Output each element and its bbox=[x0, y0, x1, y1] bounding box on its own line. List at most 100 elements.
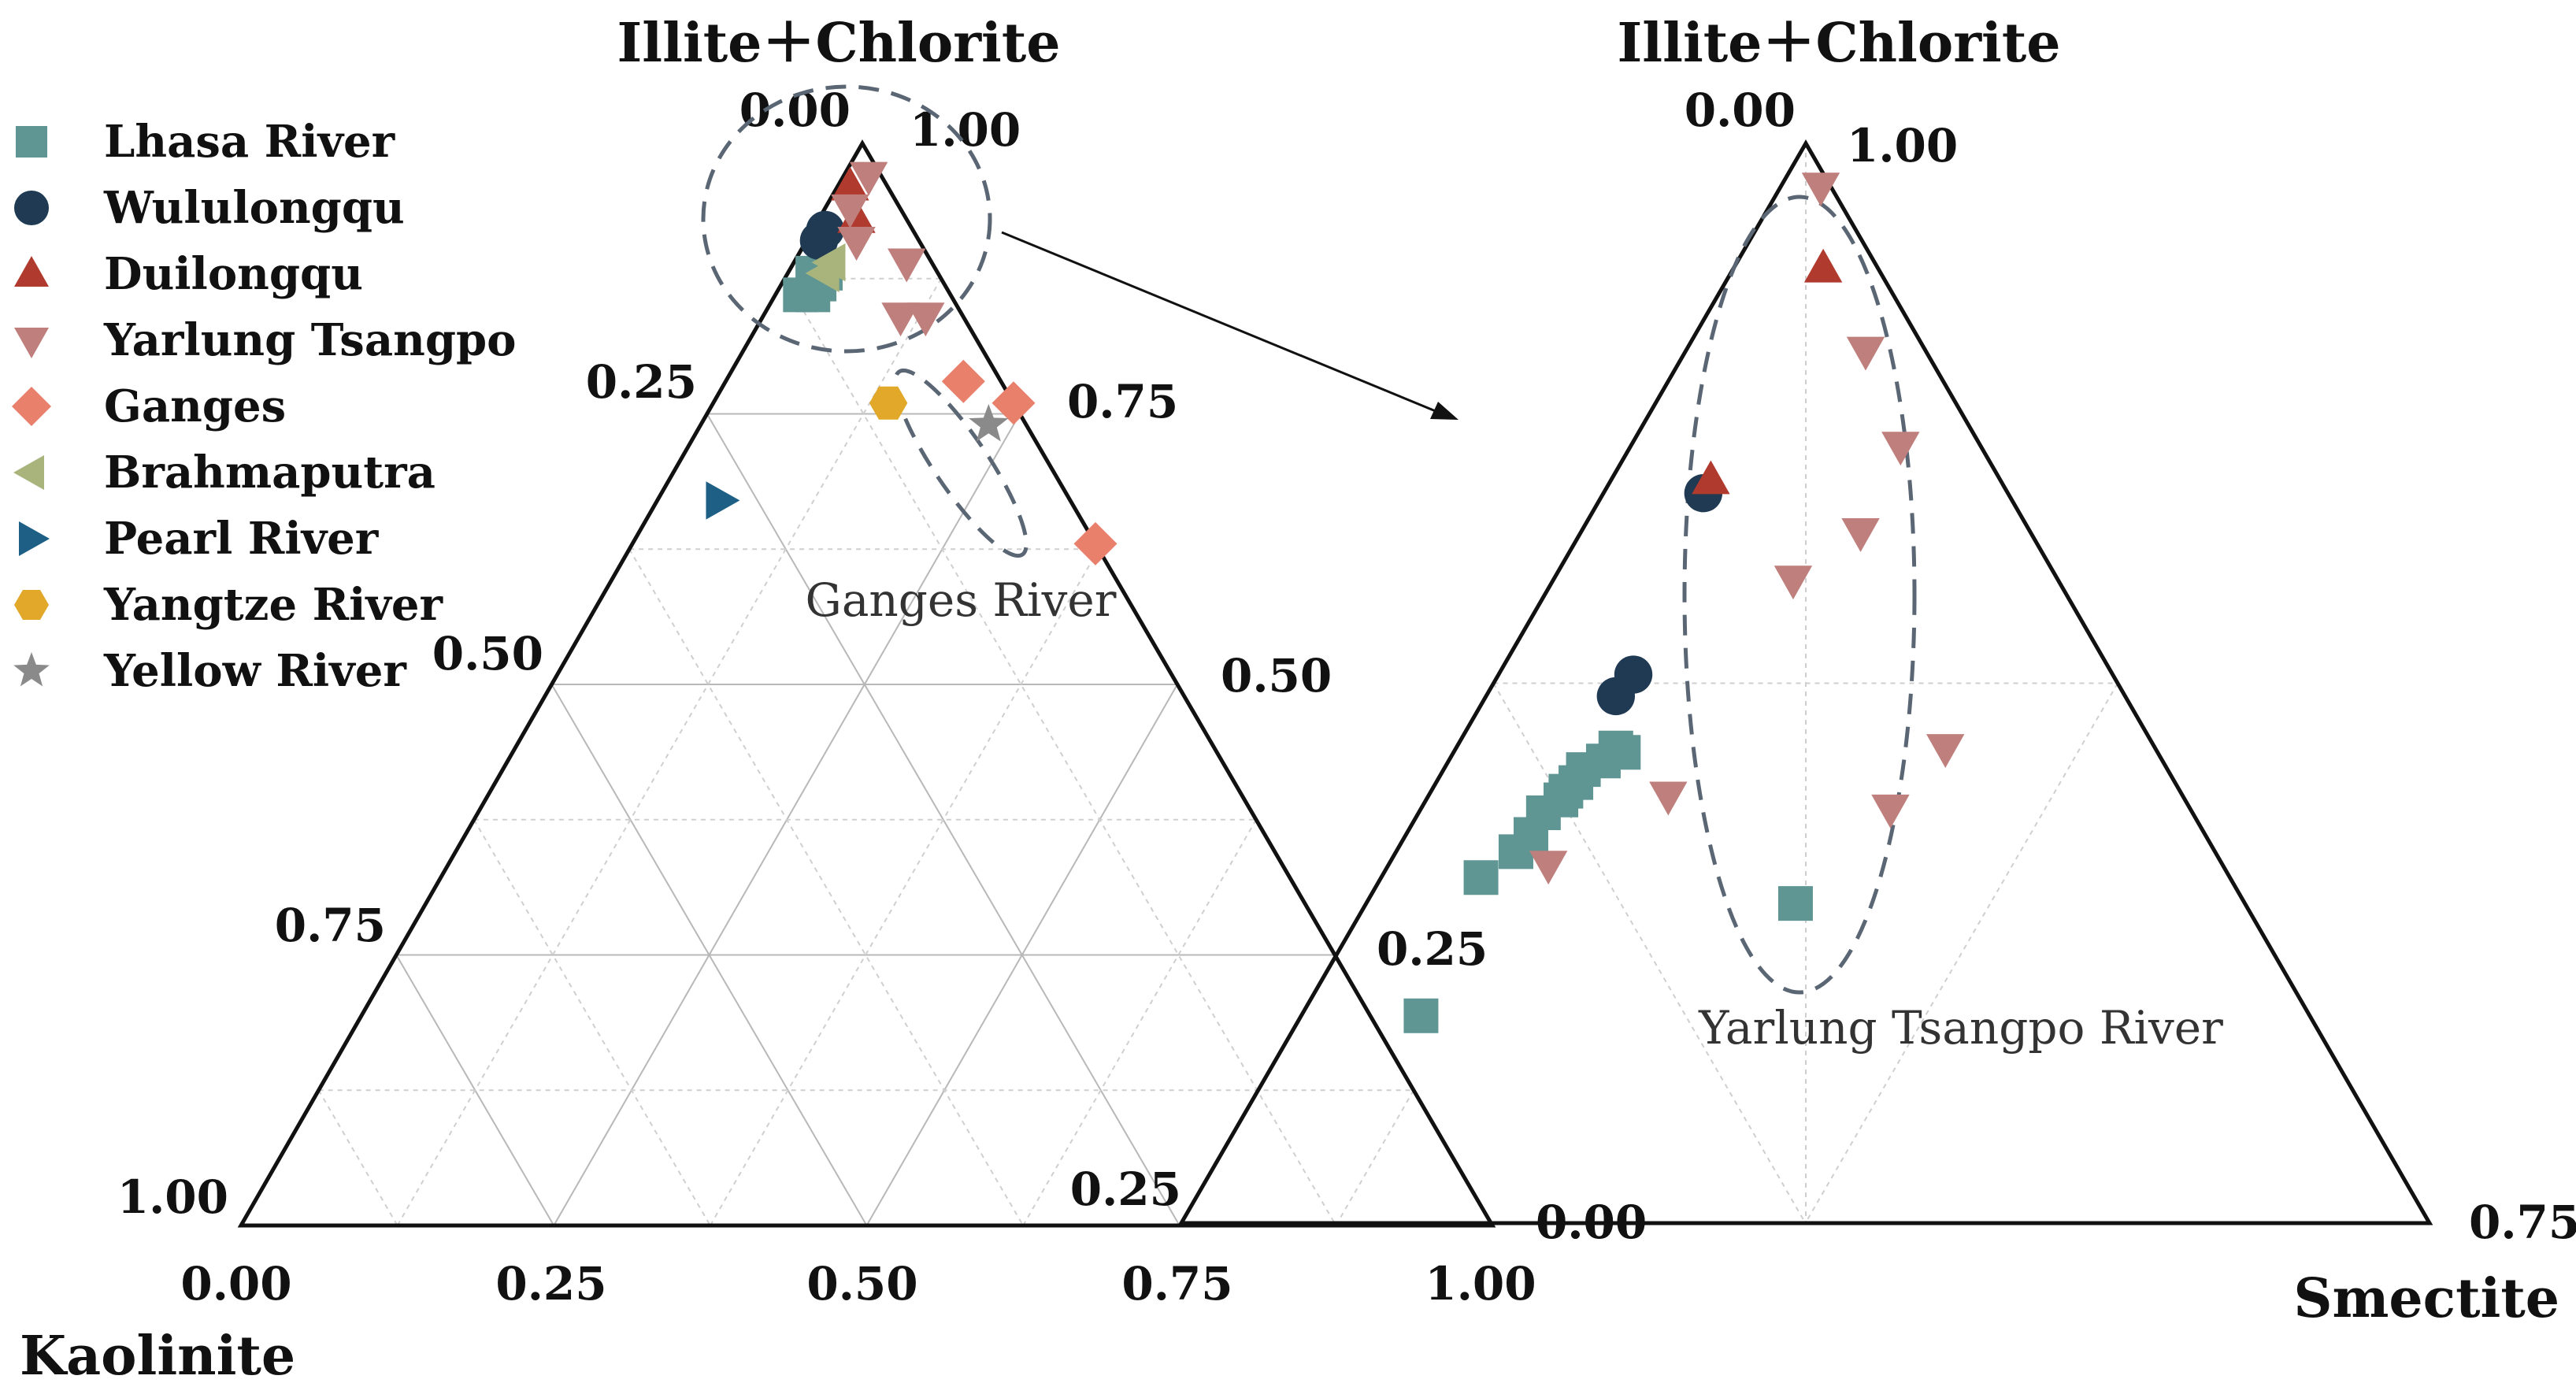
data-point-brahmaputra bbox=[805, 254, 840, 293]
zoom-ternary-points bbox=[1403, 172, 1965, 1033]
legend-label: Pearl River bbox=[104, 513, 380, 565]
zoom-data-point-duilongqu bbox=[1692, 460, 1730, 495]
data-point-ganges bbox=[1073, 521, 1118, 565]
data-point-wululongqu bbox=[799, 221, 839, 260]
zoom-data-point-yarlung-tsangpo bbox=[1801, 172, 1840, 207]
zoom-data-point-yarlung-tsangpo bbox=[1649, 781, 1688, 816]
top-cluster-ellipse bbox=[701, 84, 992, 354]
legend-label: Ganges bbox=[104, 380, 286, 432]
bottom-tick-1: 0.25 bbox=[495, 1257, 606, 1311]
right-axis-label: Smectite bbox=[2293, 1267, 2559, 1330]
left-tick-4: 1.00 bbox=[117, 1170, 228, 1224]
zoom-grid-line bbox=[1492, 682, 1807, 1224]
data-point-yarlung-tsangpo bbox=[881, 302, 920, 337]
data-point-ganges bbox=[941, 359, 985, 403]
data-point-pearl-river bbox=[706, 481, 740, 520]
legend-label: Yellow River bbox=[103, 645, 407, 697]
left-tick-3: 0.75 bbox=[275, 899, 386, 952]
full-ternary-points bbox=[706, 161, 1118, 565]
legend-marker-pearl-river bbox=[19, 521, 50, 556]
left-tick-1: 0.25 bbox=[586, 355, 697, 409]
zoom-data-point-lhasa-river bbox=[1548, 773, 1584, 809]
legend-label: Lhasa River bbox=[104, 116, 396, 168]
zoom-data-point-lhasa-river bbox=[1403, 998, 1439, 1033]
zoom-tick-left-bottom: 0.25 bbox=[1070, 1162, 1181, 1216]
zoom-ternary-panel: Illite＋Chlorite Smectite 0.00 1.00 0.25 … bbox=[1070, 12, 2576, 1330]
zoom-data-point-duilongqu bbox=[1803, 248, 1843, 283]
data-point-ganges bbox=[991, 381, 1036, 425]
zoom-data-point-wululongqu bbox=[1596, 677, 1636, 716]
bottom-tick-0: 0.00 bbox=[180, 1257, 291, 1311]
legend: Lhasa River Wululongqu Duilongqu Yarlung Ts… bbox=[12, 116, 517, 697]
left-tick-2: 0.50 bbox=[432, 627, 543, 680]
data-point-yarlung-tsangpo bbox=[849, 161, 888, 196]
right-apex-label: Illite＋Chlorite bbox=[1617, 12, 2060, 75]
bottom-tick-4: 1.00 bbox=[1425, 1257, 1536, 1311]
legend-label: Yarlung Tsangpo bbox=[103, 314, 517, 366]
full-grid-minor-line bbox=[1335, 1089, 1414, 1226]
yarlung-tsangpo-ellipse bbox=[1682, 195, 1917, 995]
legend-label: Duilongqu bbox=[104, 248, 363, 300]
legend-marker-brahmaputra bbox=[13, 455, 44, 490]
full-grid-minor-line bbox=[396, 278, 942, 1226]
zoom-data-point-yarlung-tsangpo bbox=[1841, 517, 1880, 552]
data-point-yarlung-tsangpo bbox=[888, 248, 926, 283]
left-apex-label: Illite＋Chlorite bbox=[617, 12, 1060, 75]
zoom-data-point-yarlung-tsangpo bbox=[1871, 794, 1910, 829]
legend-marker-lhasa-river bbox=[16, 126, 47, 158]
right-tick-1: 0.75 bbox=[1067, 375, 1178, 428]
data-point-lhasa-river bbox=[783, 277, 818, 313]
right-tick-2: 0.50 bbox=[1221, 649, 1332, 703]
data-point-yangtze-river bbox=[869, 386, 908, 420]
left-bottom-axis-label: Kaolinite bbox=[20, 1325, 295, 1383]
legend-label: Yangtze River bbox=[103, 579, 444, 631]
zoom-data-point-yarlung-tsangpo bbox=[1881, 432, 1920, 466]
ganges-ellipse bbox=[893, 368, 1029, 558]
legend-marker-yarlung-tsangpo bbox=[14, 328, 49, 358]
legend-marker-wululongqu bbox=[14, 191, 49, 225]
zoom-tick-bottom-right: 0.75 bbox=[2469, 1196, 2576, 1249]
zoom-ternary-frame bbox=[1177, 139, 2433, 1225]
legend-marker-ganges bbox=[12, 387, 51, 426]
zoom-data-point-lhasa-river bbox=[1463, 860, 1499, 895]
bottom-tick-2: 0.50 bbox=[806, 1257, 917, 1311]
full-grid-minor-line bbox=[317, 1089, 398, 1226]
full-grid-minor-line bbox=[1022, 819, 1257, 1226]
legend-marker-duilongqu bbox=[14, 256, 49, 287]
zoom-data-point-lhasa-river bbox=[1777, 886, 1813, 921]
data-point-yarlung-tsangpo bbox=[906, 302, 945, 337]
zoom-data-point-yarlung-tsangpo bbox=[1774, 565, 1813, 600]
full-ternary-grid bbox=[317, 277, 1414, 1226]
left-tick-0: 0.00 bbox=[739, 83, 851, 137]
legend-label: Wululongqu bbox=[103, 182, 405, 234]
zoom-data-point-yarlung-tsangpo bbox=[1529, 851, 1568, 885]
full-grid-minor-line bbox=[473, 819, 711, 1226]
data-point-duilongqu bbox=[831, 166, 869, 201]
data-point-yarlung-tsangpo bbox=[831, 194, 869, 228]
full-grid-minor-line bbox=[628, 548, 1024, 1226]
full-grid-minor-line bbox=[784, 278, 1337, 1226]
zoom-tick-left-top: 0.00 bbox=[1685, 83, 1796, 137]
zoom-data-point-lhasa-river bbox=[1498, 834, 1533, 869]
zoom-arrow-line bbox=[1001, 231, 1446, 417]
zoom-data-point-yarlung-tsangpo bbox=[1926, 734, 1965, 769]
zoom-ternary-grid bbox=[1492, 143, 2118, 1224]
full-ternary-frame bbox=[237, 139, 1496, 1228]
full-grid-minor-line bbox=[710, 548, 1099, 1226]
zoom-tick-right-bottom: 0.00 bbox=[1536, 1196, 1647, 1249]
zoom-data-point-lhasa-river bbox=[1598, 730, 1633, 766]
right-tick-3: 0.25 bbox=[1377, 922, 1488, 976]
full-ternary-panel: Illite＋Chlorite Kaolinite 0.00 0.25 0.50… bbox=[20, 12, 1647, 1383]
bottom-tick-3: 0.75 bbox=[1121, 1257, 1232, 1311]
ganges-annotation: Ganges River bbox=[806, 573, 1117, 627]
zoom-tick-right-top: 1.00 bbox=[1847, 119, 1958, 172]
zoom-data-point-yarlung-tsangpo bbox=[1846, 336, 1885, 371]
data-point-yarlung-tsangpo bbox=[837, 227, 876, 261]
legend-marker-yangtze-river bbox=[14, 589, 49, 621]
zoom-grid-line bbox=[1804, 682, 2118, 1224]
legend-label: Brahmaputra bbox=[104, 447, 436, 499]
zoom-arrow-head bbox=[1430, 402, 1458, 420]
yarlung-tsangpo-annotation: Yarlung Tsangpo River bbox=[1698, 1001, 2223, 1055]
data-point-yellow-river bbox=[969, 403, 1009, 442]
